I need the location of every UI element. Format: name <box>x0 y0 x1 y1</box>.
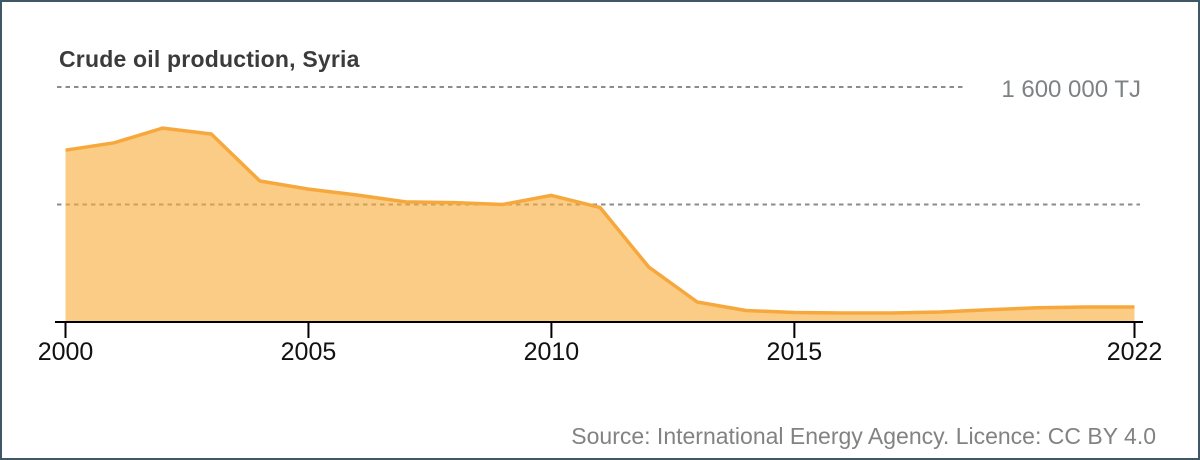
x-axis-tick-label-2010: 2010 <box>524 338 580 366</box>
x-axis-tick-label-2022: 2022 <box>1107 338 1163 366</box>
source-note: Source: International Energy Agency. Lic… <box>571 423 1156 449</box>
x-axis-tick-label-2015: 2015 <box>767 338 823 366</box>
chart-title: Crude oil production, Syria <box>59 46 360 72</box>
area-fill <box>65 128 1135 322</box>
x-axis-tick-label-2005: 2005 <box>281 338 337 366</box>
x-axis-tick-label-2000: 2000 <box>38 338 94 366</box>
area-line <box>65 126 1135 315</box>
gridline-value-label: 1 600 000 TJ <box>1001 76 1141 103</box>
